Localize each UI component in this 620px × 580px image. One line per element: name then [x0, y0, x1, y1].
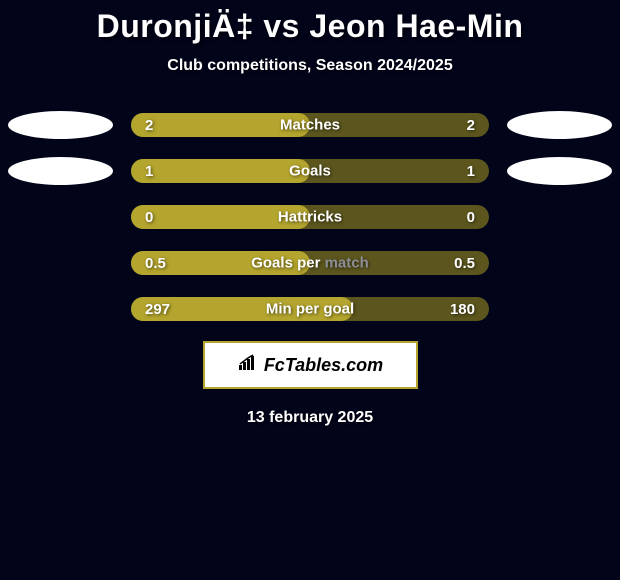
stat-value-left: 2 [145, 117, 185, 134]
stat-value-right: 2 [435, 117, 475, 134]
avatar-spacer [8, 249, 113, 277]
player-avatar-right [507, 111, 612, 139]
stat-bar: 297 Min per goal 180 [131, 297, 489, 321]
stat-value-left: 1 [145, 163, 185, 180]
stat-value-right: 180 [435, 301, 475, 318]
player-avatar-right [507, 157, 612, 185]
stat-label: Hattricks [278, 209, 342, 226]
avatar-spacer [8, 203, 113, 231]
logo-box[interactable]: FcTables.com [203, 341, 418, 389]
player-avatar-left [8, 157, 113, 185]
logo-text: FcTables.com [264, 355, 383, 376]
stat-value-left: 0.5 [145, 255, 185, 272]
stat-bar: 1 Goals 1 [131, 159, 489, 183]
stat-row: 2 Matches 2 [0, 111, 620, 139]
stat-row: 0.5 Goals per match 0.5 [0, 249, 620, 277]
stat-row: 0 Hattricks 0 [0, 203, 620, 231]
stat-value-right: 0.5 [435, 255, 475, 272]
stat-row: 1 Goals 1 [0, 157, 620, 185]
avatar-spacer [507, 295, 612, 323]
stat-label: Goals per match [251, 255, 369, 272]
avatar-spacer [8, 295, 113, 323]
stat-row: 297 Min per goal 180 [0, 295, 620, 323]
stat-value-right: 0 [435, 209, 475, 226]
chart-icon [237, 354, 259, 377]
stat-bar: 0 Hattricks 0 [131, 205, 489, 229]
stat-value-left: 297 [145, 301, 185, 318]
page-title: DuronjiÄ‡ vs Jeon Hae-Min [0, 8, 620, 45]
stat-bar: 2 Matches 2 [131, 113, 489, 137]
stat-bar: 0.5 Goals per match 0.5 [131, 251, 489, 275]
stat-label: Matches [280, 117, 340, 134]
comparison-container: DuronjiÄ‡ vs Jeon Hae-Min Club competiti… [0, 0, 620, 427]
stat-rows: 2 Matches 2 1 Goals 1 0 Hattricks 0 0.5 Goals per … [0, 111, 620, 323]
stat-label: Min per goal [266, 301, 354, 318]
date-text: 13 february 2025 [0, 409, 620, 427]
stat-value-left: 0 [145, 209, 185, 226]
avatar-spacer [507, 203, 612, 231]
stat-value-right: 1 [435, 163, 475, 180]
player-avatar-left [8, 111, 113, 139]
subtitle: Club competitions, Season 2024/2025 [0, 57, 620, 75]
avatar-spacer [507, 249, 612, 277]
stat-label: Goals [289, 163, 331, 180]
